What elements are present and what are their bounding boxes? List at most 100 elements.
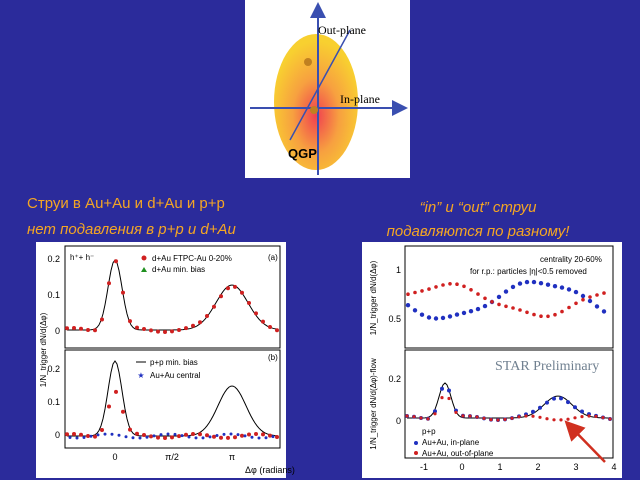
tick-label: 1 xyxy=(497,462,502,472)
marker xyxy=(275,328,279,333)
marker xyxy=(107,404,111,409)
marker xyxy=(208,435,212,439)
marker xyxy=(440,315,446,321)
marker xyxy=(170,329,174,334)
marker xyxy=(275,435,279,439)
marker xyxy=(86,328,90,332)
y-label: 1/N_trigger dN/d(Δφ) xyxy=(39,312,48,387)
marker xyxy=(194,436,198,440)
marker xyxy=(142,327,146,331)
marker xyxy=(454,312,460,317)
marker xyxy=(462,284,466,289)
marker xyxy=(427,287,431,291)
marker xyxy=(138,436,142,440)
axes xyxy=(404,245,614,349)
marker xyxy=(114,389,118,394)
marker xyxy=(163,330,167,334)
marker xyxy=(539,314,543,319)
marker xyxy=(566,287,572,292)
marker xyxy=(608,417,612,421)
marker xyxy=(114,259,118,264)
marker xyxy=(510,284,516,290)
marker xyxy=(240,433,244,438)
marker xyxy=(261,319,265,324)
marker xyxy=(219,435,223,440)
marker xyxy=(191,432,195,436)
marker xyxy=(545,400,549,405)
marker xyxy=(149,328,153,333)
marker xyxy=(68,436,72,439)
marker xyxy=(233,284,237,289)
label: STAR Preliminary xyxy=(495,359,599,374)
marker xyxy=(524,414,528,418)
marker xyxy=(79,326,83,331)
marker xyxy=(405,414,409,418)
marker xyxy=(413,290,417,295)
marker xyxy=(574,301,578,306)
star xyxy=(304,58,312,66)
marker xyxy=(93,434,97,439)
tick-label: 0 xyxy=(459,462,464,472)
marker xyxy=(226,286,230,291)
marker xyxy=(405,303,411,308)
marker xyxy=(406,292,410,297)
marker xyxy=(117,433,121,437)
marker xyxy=(433,409,437,414)
marker xyxy=(89,434,93,438)
marker xyxy=(559,285,565,290)
marker xyxy=(205,314,209,318)
marker xyxy=(226,435,230,440)
marker xyxy=(511,306,515,310)
marker xyxy=(448,282,452,286)
marker xyxy=(447,388,451,393)
marker xyxy=(156,329,160,334)
marker xyxy=(469,288,473,292)
marker xyxy=(461,310,467,316)
tick-label: 4 xyxy=(611,462,616,472)
marker xyxy=(525,310,529,315)
marker xyxy=(212,304,216,309)
marker xyxy=(545,282,551,287)
marker xyxy=(426,315,432,320)
marker xyxy=(236,433,240,437)
marker xyxy=(587,414,591,418)
marker xyxy=(496,294,502,300)
marker xyxy=(261,432,265,437)
marker xyxy=(110,432,114,436)
legend-marker: ★ xyxy=(137,371,144,380)
tick-label: 0 xyxy=(396,416,401,426)
marker xyxy=(128,319,132,324)
tick-label: 0.1 xyxy=(47,397,60,407)
marker xyxy=(159,433,163,437)
label: QGP xyxy=(288,146,317,161)
marker xyxy=(595,293,599,297)
marker xyxy=(476,292,480,296)
marker xyxy=(601,309,607,314)
marker xyxy=(468,309,474,314)
marker xyxy=(264,436,268,440)
marker xyxy=(82,436,86,439)
marker xyxy=(503,289,509,294)
marker xyxy=(546,314,550,319)
marker xyxy=(573,416,577,420)
marker xyxy=(166,432,170,436)
marker xyxy=(420,289,424,293)
tick-label: π xyxy=(229,452,235,462)
marker xyxy=(180,434,184,438)
tick-label: -1 xyxy=(420,462,428,472)
qgp-ellipse xyxy=(274,34,358,170)
tick-label: 3 xyxy=(573,462,578,472)
tick-label: 0.5 xyxy=(388,314,401,324)
marker xyxy=(531,279,537,285)
marker xyxy=(602,291,606,295)
marker xyxy=(72,326,76,330)
marker xyxy=(531,414,535,418)
marker xyxy=(65,432,69,437)
tick-label: 0.1 xyxy=(47,290,60,300)
marker xyxy=(124,435,128,439)
marker xyxy=(72,432,76,436)
marker xyxy=(482,416,486,420)
legend-entry: d+Au min. bias xyxy=(152,265,205,274)
marker xyxy=(247,301,251,305)
